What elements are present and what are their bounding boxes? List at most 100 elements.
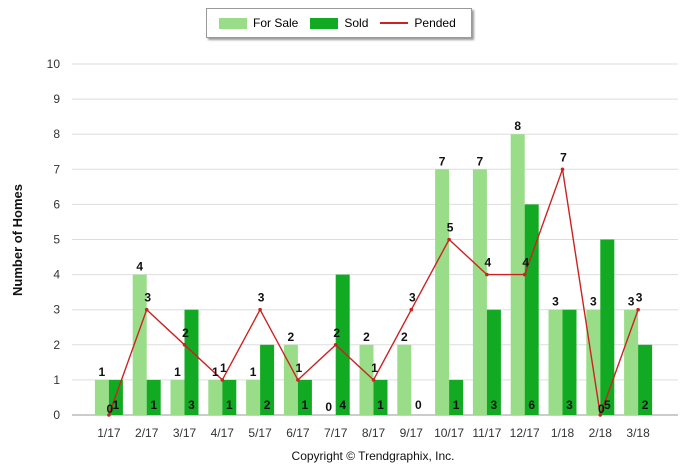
bar-sold [562,309,577,415]
bar-sold [335,274,350,415]
x-tick-label: 11/17 [472,426,501,440]
x-tick-label: 2/18 [589,426,613,440]
pended-point [220,378,225,382]
data-label-for-sale: 3 [590,295,597,309]
data-label-for-sale: 2 [401,330,408,344]
y-tick-label: 0 [53,408,60,422]
data-label-for-sale: 1 [174,365,181,379]
data-label-sold: 3 [491,398,498,412]
pended-point [333,343,338,347]
data-label-for-sale: 0 [325,400,332,414]
y-tick-label: 4 [53,268,60,282]
bar-sold [260,344,275,415]
legend-item-pended: Pended [380,16,456,30]
data-label-sold: 1 [377,398,384,412]
data-label-sold: 1 [453,398,460,412]
data-label-for-sale: 1 [212,365,219,379]
pended-point [560,167,565,172]
x-tick-label: 4/17 [211,426,235,440]
data-label-pended: 1 [220,361,227,375]
x-tick-label: 6/17 [286,426,310,440]
data-label-pended: 7 [560,150,567,164]
data-label-sold: 1 [150,398,157,412]
pended-line [107,167,640,417]
data-label-sold: 1 [226,398,233,412]
pended-point [485,272,489,277]
data-label-pended: 4 [485,256,492,270]
y-tick-label: 7 [53,162,60,176]
data-label-pended: 3 [636,291,643,305]
bar-for-sale [170,379,185,415]
data-label-sold: 3 [566,398,573,412]
x-tick-label: 3/17 [173,426,197,440]
data-label-for-sale: 1 [250,365,257,379]
legend-swatch-sold [310,17,339,29]
legend-label-sold: Sold [344,16,369,30]
x-tick-label: 5/17 [248,426,272,440]
data-label-for-sale: 8 [514,119,521,133]
bar-sold [373,379,388,415]
bar-for-sale [435,169,450,415]
x-tick-label: 7/17 [324,426,348,440]
data-label-sold: 5 [604,398,611,412]
bar-for-sale [624,309,639,415]
data-label-sold: 6 [528,398,535,412]
data-label-pended: 3 [258,291,265,305]
x-axis-ticks: 1/17 2/17 3/17 4/17 5/17 6/17 7/17 8/17 9/17 10/1… [97,426,650,440]
x-tick-label: 12/17 [510,426,540,440]
pended-point [182,343,187,347]
pended-point [598,413,603,417]
pended-point [409,307,414,312]
legend-label-for-sale: For Sale [253,16,299,30]
bar-for-sale [132,274,147,415]
bar-sold [524,204,539,415]
bar-sold [600,239,615,415]
bar-for-sale [359,344,374,415]
data-label-pended: 2 [333,326,340,340]
x-tick-label: 9/17 [400,426,424,440]
x-tick-label: 1/17 [97,426,121,440]
grid-lines [72,63,678,416]
y-tick-label: 2 [53,338,60,352]
y-tick-label: 8 [53,127,60,141]
bar-for-sale [472,169,487,415]
y-tick-label: 1 [53,373,60,387]
bar-sold [222,379,237,415]
y-tick-label: 6 [53,197,60,211]
data-label-for-sale: 1 [99,365,106,379]
data-label-pended: 2 [182,326,189,340]
y-axis-ticks: 0 1 2 3 4 5 6 7 8 9 10 [47,57,61,422]
bar-for-sale [283,344,298,415]
data-label-sold: 1 [113,398,120,412]
bar-for-sale [397,344,412,415]
legend-label-pended: Pended [414,16,456,30]
data-label-pended: 3 [144,291,151,305]
bar-for-sale [94,379,109,415]
x-tick-label: 10/17 [434,426,464,440]
bar-for-sale [548,309,563,415]
data-label-pended: 1 [296,361,303,375]
data-label-pended: 1 [371,361,378,375]
x-tick-label: 8/17 [362,426,386,440]
pended-point [636,307,640,312]
data-label-sold: 2 [264,398,271,412]
y-tick-label: 3 [53,303,60,317]
data-label-pended: 3 [409,291,416,305]
data-label-pended: 0 [107,402,114,416]
pended-point [296,378,300,382]
data-label-sold: 3 [188,398,195,412]
data-label-for-sale: 3 [552,295,559,309]
pended-point [107,413,111,417]
data-label-for-sale: 3 [628,295,635,309]
data-label-for-sale: 4 [136,260,143,274]
bar-sold [184,309,199,415]
data-label-for-sale: 2 [363,330,370,344]
data-label-sold: 2 [642,398,649,412]
bar-for-sale [246,379,261,415]
bar-for-sale [208,379,223,415]
legend-item-for-sale: For Sale [219,16,298,30]
legend-swatch-pended [380,22,409,24]
